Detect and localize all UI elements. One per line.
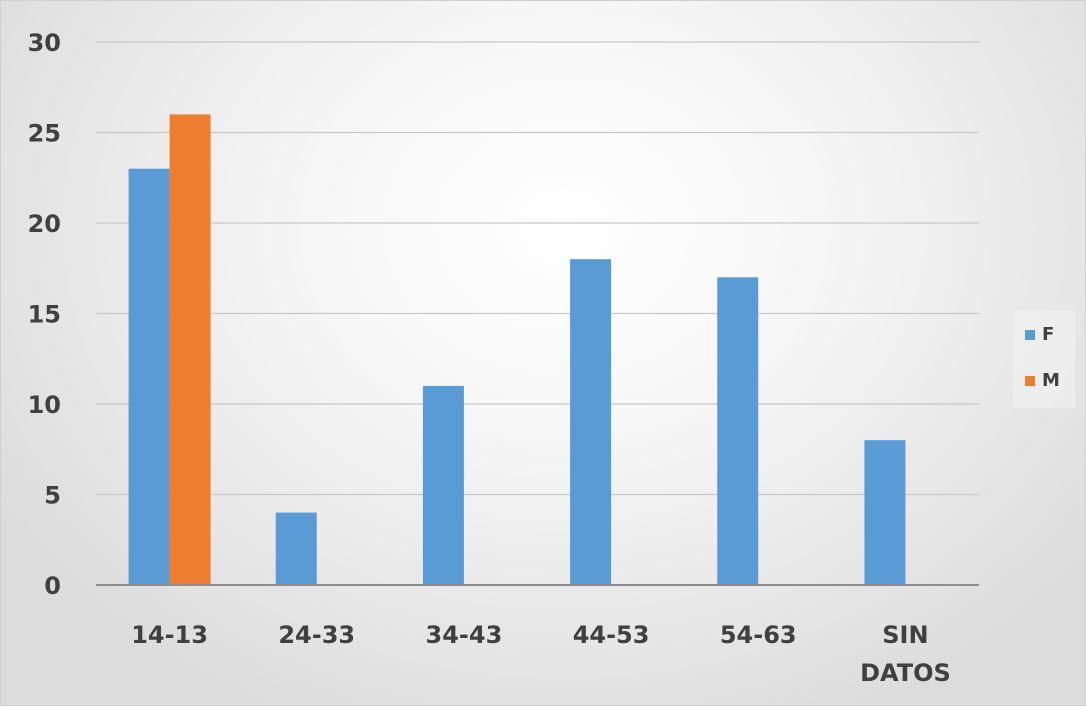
y-tick-label: 20 bbox=[28, 210, 61, 238]
legend-label-F: F bbox=[1042, 324, 1054, 345]
bar-F-SIN-DATOS bbox=[864, 440, 906, 585]
x-tick-label: 34-43 bbox=[426, 621, 503, 649]
y-tick-label: 0 bbox=[44, 572, 61, 600]
legend-swatch-F bbox=[1025, 330, 1035, 340]
y-tick-label: 25 bbox=[28, 120, 61, 148]
bar-F-44-53 bbox=[570, 259, 612, 585]
gridlines bbox=[96, 41, 979, 496]
y-tick-label: 30 bbox=[28, 29, 61, 57]
legend-swatch-M bbox=[1025, 376, 1035, 386]
bar-F-34-43 bbox=[422, 385, 464, 585]
bar-F-54-63 bbox=[717, 277, 759, 585]
y-tick-label: 5 bbox=[44, 482, 61, 510]
bar-F-24-33 bbox=[275, 512, 317, 585]
bars bbox=[128, 114, 906, 586]
x-tick-label: 14-13 bbox=[131, 621, 208, 649]
x-tick-label: SIN DATOS bbox=[860, 621, 951, 687]
x-tick-label: 24-33 bbox=[278, 621, 355, 649]
x-tick-label: 44-53 bbox=[573, 621, 650, 649]
x-tick-label: 54-63 bbox=[720, 621, 797, 649]
bar-F-14-13 bbox=[128, 168, 170, 585]
legend-label-M: M bbox=[1042, 370, 1060, 391]
legend-box bbox=[1013, 310, 1075, 408]
y-tick-label: 10 bbox=[28, 391, 61, 419]
legend: FM bbox=[1013, 310, 1075, 408]
bar-M-14-13 bbox=[169, 114, 211, 586]
axes: 0 5 10 15 20 25 30 14-13 24-33 34-43 44-53 54-63 SIN… bbox=[28, 29, 979, 687]
y-tick-label: 15 bbox=[28, 301, 61, 329]
